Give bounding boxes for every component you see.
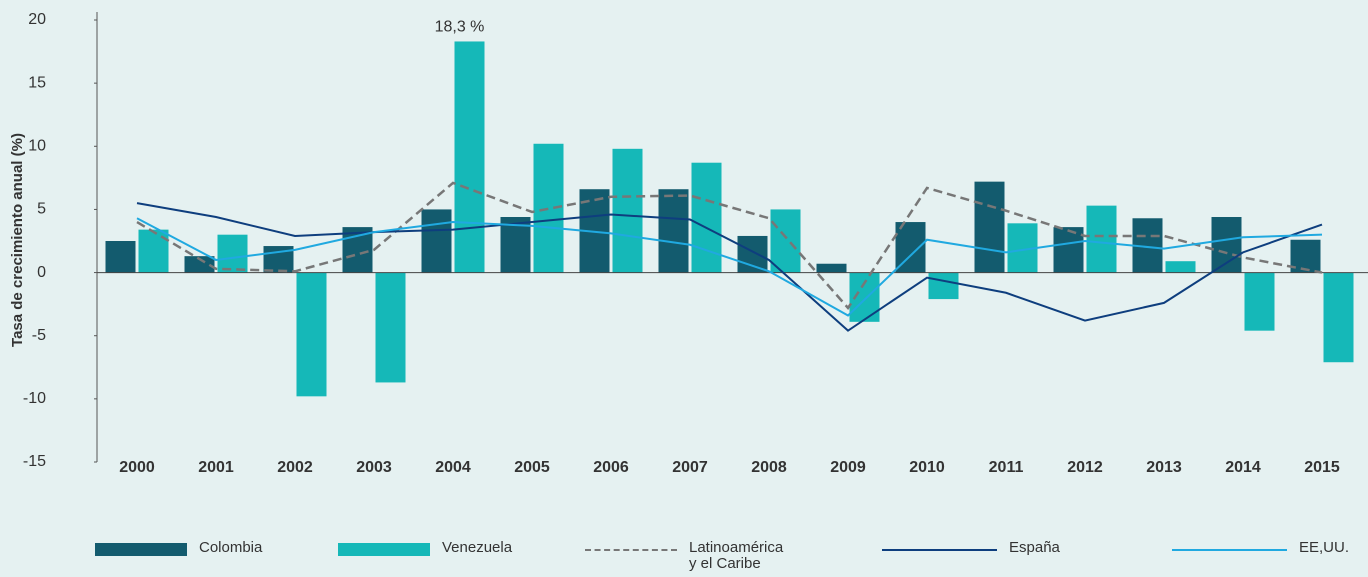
- y-tick-label: -10: [23, 390, 46, 407]
- bar: [928, 272, 959, 300]
- x-tick-label: 2002: [277, 459, 313, 476]
- bar: [691, 162, 722, 273]
- legend-swatch: [585, 549, 677, 551]
- x-tick-label: 2012: [1067, 459, 1103, 476]
- x-tick-label: 2015: [1304, 459, 1340, 476]
- x-tick-label: 2000: [119, 459, 155, 476]
- line-series: [136, 181, 1323, 310]
- bar: [1244, 272, 1275, 331]
- x-tick-label: 2007: [672, 459, 708, 476]
- legend: Colombia Venezuela Latinoamérica y el Cari…: [0, 540, 1368, 577]
- line-series: [136, 217, 1323, 317]
- bar: [612, 148, 643, 273]
- bar: [105, 241, 136, 273]
- bar: [770, 209, 801, 273]
- y-tick-label: 0: [37, 264, 46, 281]
- bar: [342, 227, 373, 273]
- bar: [1165, 261, 1196, 273]
- y-tick-label: 5: [37, 201, 46, 218]
- legend-item: EE,UU.: [1160, 540, 1349, 556]
- legend-label: España: [1009, 539, 1060, 556]
- legend-label: Venezuela: [442, 539, 513, 556]
- legend-swatch: [1172, 549, 1287, 551]
- x-tick-label: 2001: [198, 459, 234, 476]
- bar: [533, 143, 564, 273]
- legend-item: España: [870, 540, 1060, 556]
- bar: [658, 189, 689, 273]
- bar: [1086, 205, 1117, 273]
- bar: [184, 256, 215, 273]
- bar: [1211, 217, 1242, 273]
- y-tick-label: -5: [32, 327, 46, 344]
- legend-label: Latinoamérica y el Caribe: [689, 539, 784, 572]
- data-label: 18,3 %: [435, 19, 485, 36]
- bar: [1323, 272, 1354, 363]
- bar: [296, 272, 327, 397]
- y-tick-label: 15: [28, 74, 46, 91]
- x-tick-label: 2009: [830, 459, 866, 476]
- legend-item: Venezuela: [338, 540, 512, 556]
- x-tick-label: 2005: [514, 459, 550, 476]
- bar: [138, 229, 169, 273]
- x-tick-label: 2011: [989, 459, 1024, 476]
- bar: [217, 234, 248, 273]
- legend-swatch: [338, 543, 430, 556]
- y-tick-label: -15: [23, 453, 46, 470]
- x-tick-label: 2014: [1225, 459, 1261, 476]
- line-series: [136, 202, 1323, 332]
- bar: [1053, 227, 1084, 273]
- legend-swatch: [882, 549, 997, 551]
- legend-item: Latinoamérica y el Caribe: [585, 540, 789, 572]
- x-tick-label: 2006: [593, 459, 629, 476]
- bar: [816, 263, 847, 273]
- bar: [421, 209, 452, 273]
- bar: [454, 41, 485, 273]
- chart: Tasa de crecimiento anual (%) -15 -10 -5 0 5…: [9, 11, 1368, 476]
- y-tick-label: 10: [28, 138, 46, 155]
- y-tick-label: 20: [28, 11, 46, 28]
- x-tick-label: 2013: [1146, 459, 1182, 476]
- x-tick-label: 2004: [435, 459, 471, 476]
- bar: [974, 181, 1005, 273]
- bar: [375, 272, 406, 383]
- y-axis-label: Tasa de crecimiento anual (%): [9, 133, 26, 347]
- x-tick-label: 2008: [751, 459, 787, 476]
- legend-label: Colombia: [199, 539, 263, 556]
- x-tick-label: 2003: [356, 459, 392, 476]
- bar: [737, 235, 768, 273]
- legend-swatch: [95, 543, 187, 556]
- legend-label: EE,UU.: [1299, 539, 1350, 556]
- x-tick-label: 2010: [909, 459, 945, 476]
- legend-item: Colombia: [95, 540, 262, 556]
